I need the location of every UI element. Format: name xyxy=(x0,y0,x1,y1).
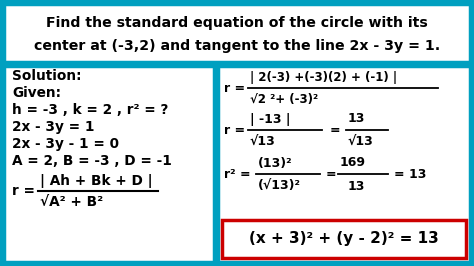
Text: = 13: = 13 xyxy=(394,168,427,181)
Text: =: = xyxy=(326,168,337,181)
Text: (13)²: (13)² xyxy=(258,156,292,169)
Text: Find the standard equation of the circle with its: Find the standard equation of the circle… xyxy=(46,15,428,30)
Text: √13: √13 xyxy=(348,135,374,148)
Text: =: = xyxy=(330,123,341,136)
Text: A = 2, B = -3 , D = -1: A = 2, B = -3 , D = -1 xyxy=(12,154,172,168)
Text: (x + 3)² + (y - 2)² = 13: (x + 3)² + (y - 2)² = 13 xyxy=(249,231,439,247)
Text: 13: 13 xyxy=(348,180,365,193)
Text: √A² + B²: √A² + B² xyxy=(40,195,103,209)
FancyBboxPatch shape xyxy=(218,66,470,262)
Text: 2x - 3y = 1: 2x - 3y = 1 xyxy=(12,120,94,134)
FancyBboxPatch shape xyxy=(4,66,214,262)
Text: Given:: Given: xyxy=(12,86,61,100)
Text: r =: r = xyxy=(224,81,245,94)
Text: √2 ²+ (-3)²: √2 ²+ (-3)² xyxy=(250,94,318,106)
Text: √13: √13 xyxy=(250,135,276,148)
Text: Solution:: Solution: xyxy=(12,69,82,83)
FancyBboxPatch shape xyxy=(222,220,466,258)
Text: r =: r = xyxy=(224,123,245,136)
Text: r² =: r² = xyxy=(224,168,251,181)
Text: 2x - 3y - 1 = 0: 2x - 3y - 1 = 0 xyxy=(12,137,119,151)
Text: center at (-3,2) and tangent to the line 2x - 3y = 1.: center at (-3,2) and tangent to the line… xyxy=(34,39,440,53)
Text: | Ah + Bk + D |: | Ah + Bk + D | xyxy=(40,174,153,188)
FancyBboxPatch shape xyxy=(4,4,470,62)
Text: (√13)²: (√13)² xyxy=(258,180,301,193)
Text: r =: r = xyxy=(12,184,35,198)
Text: | -13 |: | -13 | xyxy=(250,113,291,126)
Text: h = -3 , k = 2 , r² = ?: h = -3 , k = 2 , r² = ? xyxy=(12,103,168,117)
Text: 169: 169 xyxy=(340,156,366,169)
Text: | 2(-3) +(-3)(2) + (-1) |: | 2(-3) +(-3)(2) + (-1) | xyxy=(250,70,397,84)
Text: 13: 13 xyxy=(348,113,365,126)
